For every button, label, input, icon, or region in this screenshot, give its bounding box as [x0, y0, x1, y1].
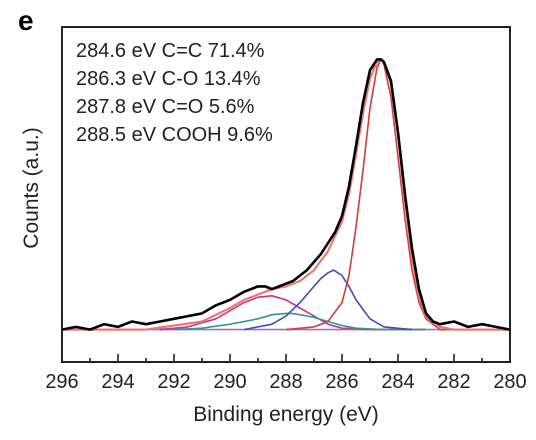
- annotation-line: 288.5 eV COOH 9.6%: [76, 124, 273, 146]
- series-line-cooh-component: [159, 295, 426, 331]
- x-tick-label: 288: [269, 371, 302, 393]
- x-tick-label: 292: [157, 371, 190, 393]
- annotation-line: 286.3 eV C-O 13.4%: [76, 68, 261, 90]
- x-tick-label: 286: [325, 371, 358, 393]
- x-axis-title: Binding energy (eV): [193, 403, 379, 426]
- x-tick-label: 280: [493, 371, 526, 393]
- panel-label: e: [18, 5, 34, 36]
- x-tick-label: 296: [45, 371, 78, 393]
- annotation-line: 287.8 eV C=O 5.6%: [76, 96, 255, 118]
- annotation-line: 284.6 eV C=C 71.4%: [76, 40, 265, 62]
- x-axis: 296 294 292 290 288 286 284 282 280: [45, 354, 527, 393]
- annotation-block: 284.6 eV C=C 71.4% 286.3 eV C-O 13.4% 28…: [76, 40, 273, 146]
- x-tick-label: 284: [381, 371, 414, 393]
- x-tick-label: 290: [213, 371, 246, 393]
- series-line-c-c-component: [285, 58, 468, 331]
- x-tick-label: 282: [437, 371, 470, 393]
- y-axis-title: Counts (a.u.): [20, 127, 43, 248]
- series-line-measured: [61, 58, 511, 331]
- series-line-c-o-component: [173, 312, 426, 331]
- series-line-c-o-component: [243, 269, 413, 331]
- x-tick-label: 294: [101, 371, 134, 393]
- series-line-envelope: [62, 58, 510, 331]
- series-layer: [61, 58, 511, 331]
